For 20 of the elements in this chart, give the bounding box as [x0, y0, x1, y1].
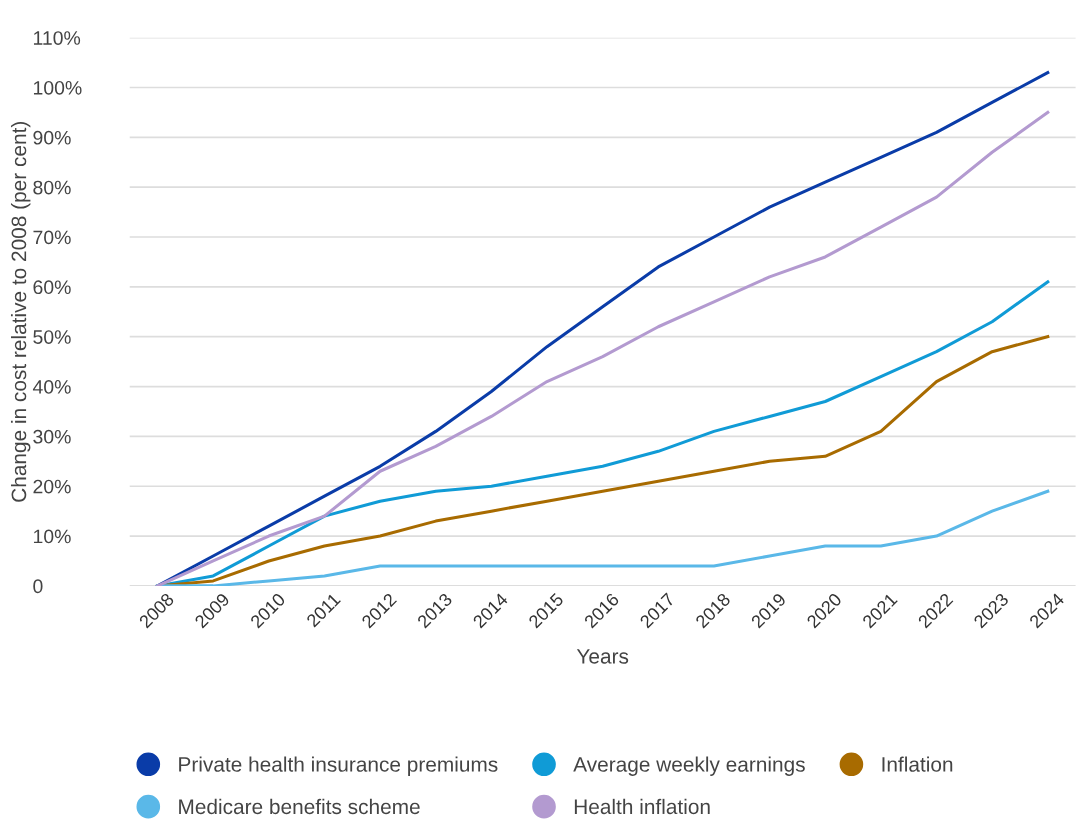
line-series — [156, 489, 1050, 586]
legend-label: Inflation — [882, 756, 953, 772]
y-tick-label: 90% — [33, 130, 71, 145]
legend-label: Average weekly earnings — [573, 756, 805, 776]
y-tick-label: 80% — [33, 180, 71, 195]
y-tick-label: 100% — [33, 80, 82, 95]
legend-label: Health inflation — [574, 798, 710, 815]
y-tick-label: 30% — [33, 429, 71, 444]
y-tick-label: 20% — [33, 479, 71, 494]
x-axis-title: Years — [576, 649, 629, 664]
legend-label: Private health insurance premiums — [179, 756, 498, 776]
y-tick-label: 60% — [33, 280, 71, 295]
y-tick-label: 50% — [33, 330, 71, 344]
y-tick-label: 10% — [33, 529, 71, 544]
y-tick-label: 0 — [33, 579, 43, 594]
y-tick-label: 110% — [33, 31, 81, 45]
y-tick-label: 70% — [33, 230, 71, 245]
legend-label: Medicare benefits scheme — [179, 798, 420, 815]
y-tick-label: 40% — [32, 380, 71, 394]
y-axis-title: Change in cost relative to 2008 (per cent) — [10, 121, 31, 502]
